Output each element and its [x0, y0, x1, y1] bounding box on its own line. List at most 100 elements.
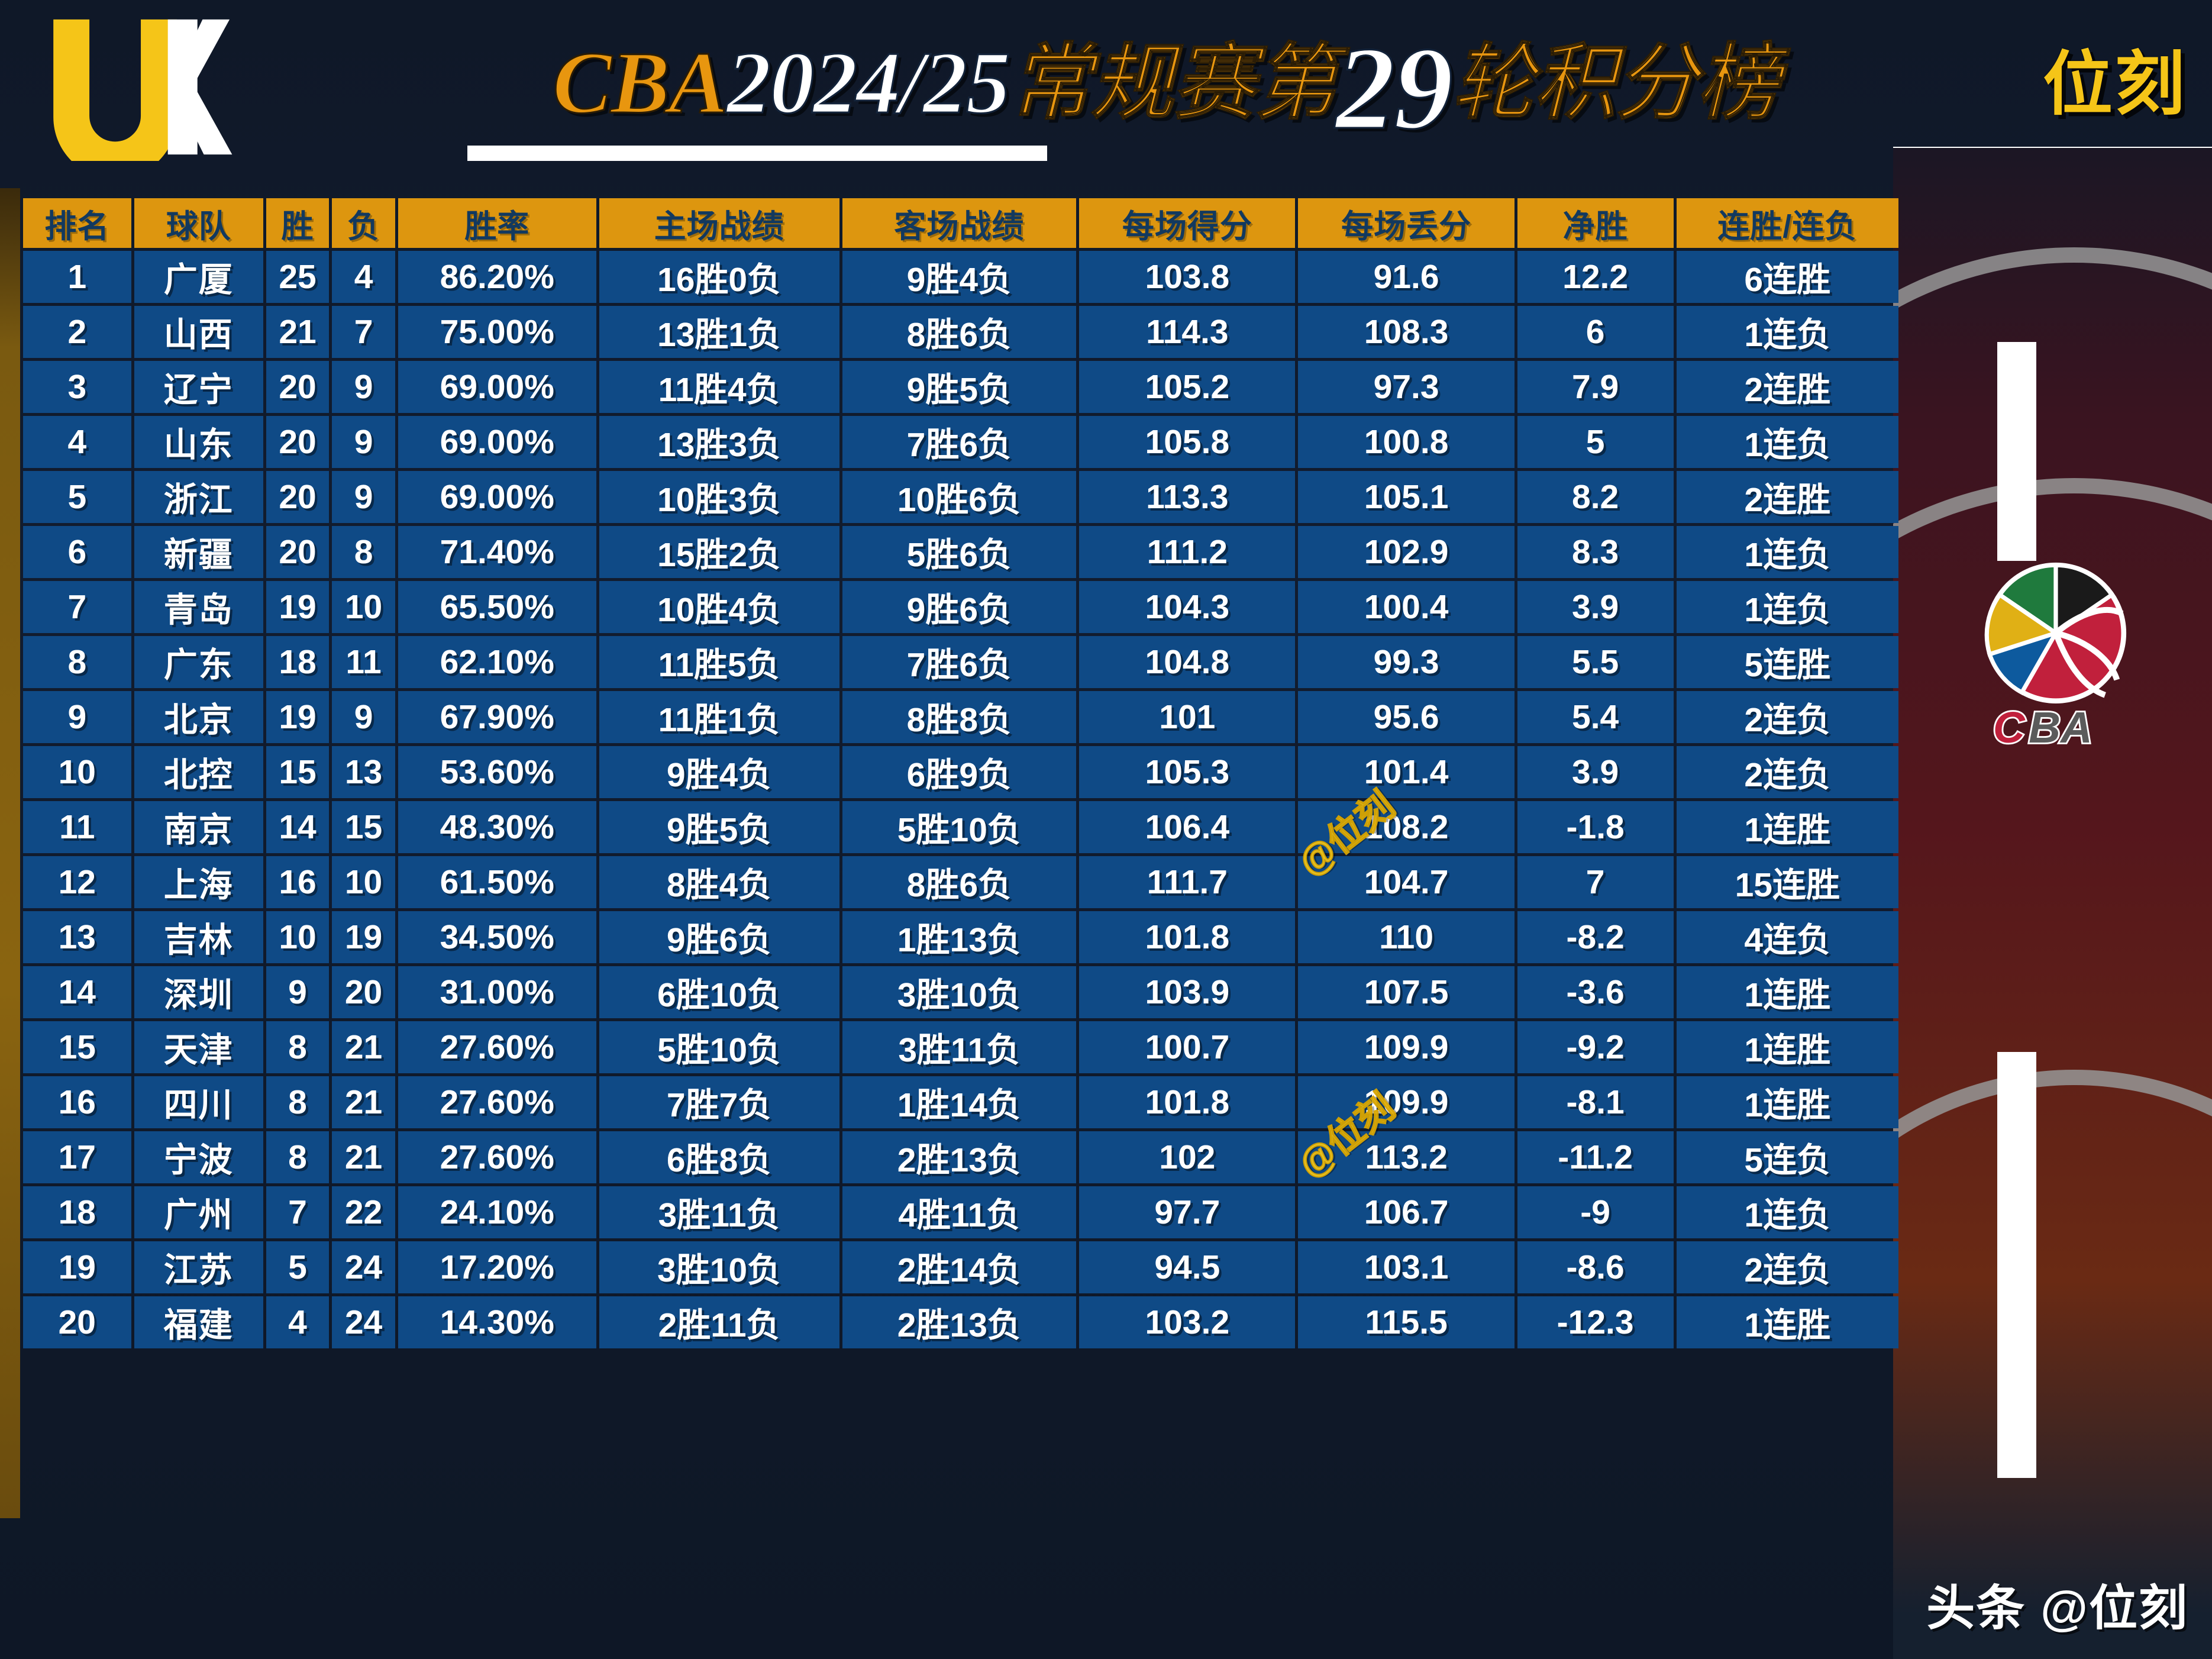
court-post-upper	[1997, 342, 2036, 561]
cell-rank: 11	[23, 801, 131, 853]
cell-points-against: 101.4	[1298, 746, 1515, 798]
cell-home-record: 10胜4负	[599, 581, 839, 633]
cell-home-record: 16胜0负	[599, 251, 839, 303]
cell-wins: 20	[266, 416, 330, 468]
cell-wins: 21	[266, 306, 330, 358]
cell-points-against: 104.7	[1298, 856, 1515, 908]
cell-losses: 11	[332, 636, 395, 688]
cell-streak: 6连胜	[1676, 251, 1898, 303]
cell-away-record: 8胜6负	[842, 306, 1077, 358]
cell-point-diff: 5.5	[1517, 636, 1674, 688]
cell-losses: 8	[332, 526, 395, 578]
cell-team: 广州	[134, 1186, 263, 1238]
cell-streak: 2连胜	[1676, 361, 1898, 413]
cell-winpct: 75.00%	[398, 306, 596, 358]
cell-points-against: 108.2	[1298, 801, 1515, 853]
cell-points-against: 108.3	[1298, 306, 1515, 358]
cell-rank: 5	[23, 471, 131, 523]
table-row: 13 吉林 10 19 34.50% 9胜6负 1胜13负 101.8 110 -8.2 4连负	[23, 911, 1898, 963]
title-cba: CBA	[552, 34, 729, 132]
cell-losses: 10	[332, 581, 395, 633]
title-phase: 常规赛第	[1009, 36, 1338, 129]
cell-team: 南京	[134, 801, 263, 853]
cell-winpct: 34.50%	[398, 911, 596, 963]
cell-winpct: 48.30%	[398, 801, 596, 853]
cell-streak: 1连负	[1676, 526, 1898, 578]
uuk-logo-svg	[53, 19, 232, 161]
cell-losses: 22	[332, 1186, 395, 1238]
cell-points-for: 101	[1079, 691, 1296, 743]
cell-team: 江苏	[134, 1241, 263, 1293]
table-row: 6 新疆 20 8 71.40% 15胜2负 5胜6负 111.2 102.9 8.3 1连负	[23, 526, 1898, 578]
col-header-away: 客场战绩	[842, 198, 1077, 248]
cell-points-for: 101.8	[1079, 911, 1296, 963]
cell-home-record: 13胜3负	[599, 416, 839, 468]
footer-credit: 头条 @位刻	[1926, 1581, 2188, 1635]
cell-point-diff: -1.8	[1517, 801, 1674, 853]
table-row: 8 广东 18 11 62.10% 11胜5负 7胜6负 104.8 99.3 5.5 5连胜	[23, 636, 1898, 688]
cell-streak: 1连负	[1676, 581, 1898, 633]
court-decoration-panel: C BA	[1893, 147, 2212, 1659]
cell-streak: 1连胜	[1676, 1021, 1898, 1073]
table-row: 10 北控 15 13 53.60% 9胜4负 6胜9负 105.3 101.4 3.9 2连负	[23, 746, 1898, 798]
cell-points-for: 94.5	[1079, 1241, 1296, 1293]
cell-points-against: 109.9	[1298, 1076, 1515, 1128]
table-row: 5 浙江 20 9 69.00% 10胜3负 10胜6负 113.3 105.1 8.2 2连胜	[23, 471, 1898, 523]
page-title: CBA 2024/25 常规赛第 29 轮积分榜	[432, 12, 1899, 154]
cell-streak: 2连胜	[1676, 471, 1898, 523]
cell-wins: 5	[266, 1241, 330, 1293]
cell-losses: 7	[332, 306, 395, 358]
cell-points-for: 103.2	[1079, 1296, 1296, 1348]
cell-points-for: 104.8	[1079, 636, 1296, 688]
cell-team: 宁波	[134, 1131, 263, 1183]
cell-team: 北京	[134, 691, 263, 743]
col-header-winpct: 胜率	[398, 198, 596, 248]
cell-away-record: 7胜6负	[842, 416, 1077, 468]
cell-streak: 15连胜	[1676, 856, 1898, 908]
cell-points-for: 114.3	[1079, 306, 1296, 358]
cell-wins: 20	[266, 471, 330, 523]
cell-winpct: 67.90%	[398, 691, 596, 743]
cell-point-diff: 5.4	[1517, 691, 1674, 743]
cell-point-diff: -12.3	[1517, 1296, 1674, 1348]
court-top-strip	[1893, 147, 2212, 148]
cell-losses: 19	[332, 911, 395, 963]
cell-wins: 20	[266, 361, 330, 413]
cell-point-diff: 3.9	[1517, 581, 1674, 633]
table-row: 18 广州 7 22 24.10% 3胜11负 4胜11负 97.7 106.7 -9 1连负	[23, 1186, 1898, 1238]
table-row: 11 南京 14 15 48.30% 9胜5负 5胜10负 106.4 108.2 -1.8 1连胜	[23, 801, 1898, 853]
cell-streak: 1连胜	[1676, 1296, 1898, 1348]
standings-table-container: 排名 球队 胜 负 胜率 主场战绩 客场战绩 每场得分 每场丢分 净胜 连胜/连…	[20, 195, 1901, 1351]
cell-away-record: 10胜6负	[842, 471, 1077, 523]
cell-winpct: 27.60%	[398, 1021, 596, 1073]
cell-losses: 9	[332, 471, 395, 523]
cell-rank: 10	[23, 746, 131, 798]
cell-losses: 9	[332, 361, 395, 413]
cell-wins: 20	[266, 526, 330, 578]
table-header-row: 排名 球队 胜 负 胜率 主场战绩 客场战绩 每场得分 每场丢分 净胜 连胜/连…	[23, 198, 1898, 248]
col-header-pointsfor: 每场得分	[1079, 198, 1296, 248]
cell-rank: 15	[23, 1021, 131, 1073]
cell-team: 四川	[134, 1076, 263, 1128]
cell-point-diff: 6	[1517, 306, 1674, 358]
cell-home-record: 11胜4负	[599, 361, 839, 413]
cell-team: 吉林	[134, 911, 263, 963]
col-header-pointsagainst: 每场丢分	[1298, 198, 1515, 248]
cell-points-for: 103.8	[1079, 251, 1296, 303]
cell-points-for: 105.3	[1079, 746, 1296, 798]
cell-home-record: 11胜5负	[599, 636, 839, 688]
table-row: 12 上海 16 10 61.50% 8胜4负 8胜6负 111.7 104.7 7 15连胜	[23, 856, 1898, 908]
cell-home-record: 9胜4负	[599, 746, 839, 798]
standings-table-body: 1 广厦 25 4 86.20% 16胜0负 9胜4负 103.8 91.6 12.2 6连胜 2 山西…	[23, 251, 1898, 1348]
cell-points-against: 103.1	[1298, 1241, 1515, 1293]
cell-team: 上海	[134, 856, 263, 908]
cell-points-for: 103.9	[1079, 966, 1296, 1018]
cell-rank: 6	[23, 526, 131, 578]
table-row: 16 四川 8 21 27.60% 7胜7负 1胜14负 101.8 109.9 -8.1 1连胜	[23, 1076, 1898, 1128]
cell-losses: 9	[332, 691, 395, 743]
cell-away-record: 2胜14负	[842, 1241, 1077, 1293]
cell-winpct: 69.00%	[398, 471, 596, 523]
col-header-rank: 排名	[23, 198, 131, 248]
cell-winpct: 17.20%	[398, 1241, 596, 1293]
cell-winpct: 65.50%	[398, 581, 596, 633]
